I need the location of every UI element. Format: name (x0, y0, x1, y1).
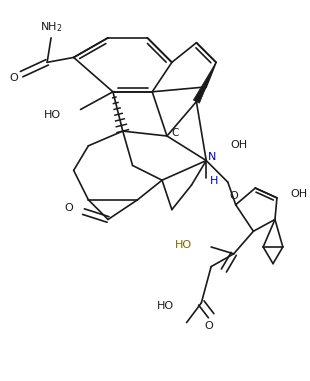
Text: OH: OH (231, 140, 248, 150)
Text: O: O (229, 191, 238, 201)
Text: O: O (9, 73, 18, 83)
Text: OH: OH (291, 189, 308, 199)
Text: HO: HO (175, 240, 193, 250)
Text: O: O (64, 203, 73, 213)
Text: C: C (171, 128, 179, 138)
Text: N: N (208, 152, 216, 162)
Text: H: H (210, 176, 218, 186)
Polygon shape (193, 62, 216, 103)
Text: O: O (205, 320, 214, 331)
Text: HO: HO (44, 110, 61, 120)
Text: HO: HO (157, 301, 174, 311)
Text: NH$_2$: NH$_2$ (40, 20, 62, 34)
